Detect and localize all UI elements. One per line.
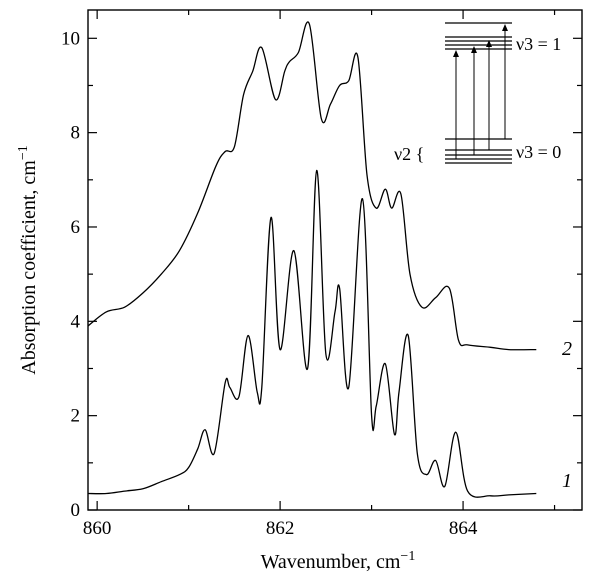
arrowhead	[502, 24, 508, 31]
upper-level-label: ν3 = 1	[516, 34, 561, 54]
y-tick-label: 10	[61, 28, 80, 49]
axis-ticks: 860 862 864 0 2 4 6 8 10	[61, 10, 582, 539]
arrowhead	[486, 40, 492, 47]
arrowhead	[471, 46, 477, 53]
y-tick-label: 6	[71, 217, 81, 238]
x-tick-label: 860	[83, 518, 112, 539]
y-tick-label: 4	[71, 311, 81, 332]
series-curves	[87, 21, 537, 498]
series-line-2	[87, 21, 537, 351]
x-tick-label: 864	[449, 518, 478, 539]
y-axis-label: Absorption coefficient, cm−1	[16, 145, 40, 374]
x-axis-label: Wavenumber, cm−1	[261, 549, 416, 573]
y-tick-label: 0	[71, 500, 81, 521]
y-tick-label: 8	[71, 123, 81, 144]
y-tick-label: 2	[71, 406, 81, 427]
series-label-2: 2	[562, 338, 572, 360]
lower-level-label: ν3 = 0	[516, 142, 561, 162]
x-tick-label: 862	[266, 518, 295, 539]
series-line-1	[87, 169, 537, 498]
series-label-1: 1	[562, 470, 572, 492]
arrowhead	[453, 50, 459, 57]
energy-level-inset: ν3 = 1 ν3 = 0 ν2 {	[394, 22, 561, 164]
bending-mode-label: ν2 {	[394, 144, 424, 164]
plot-frame	[87, 9, 583, 511]
